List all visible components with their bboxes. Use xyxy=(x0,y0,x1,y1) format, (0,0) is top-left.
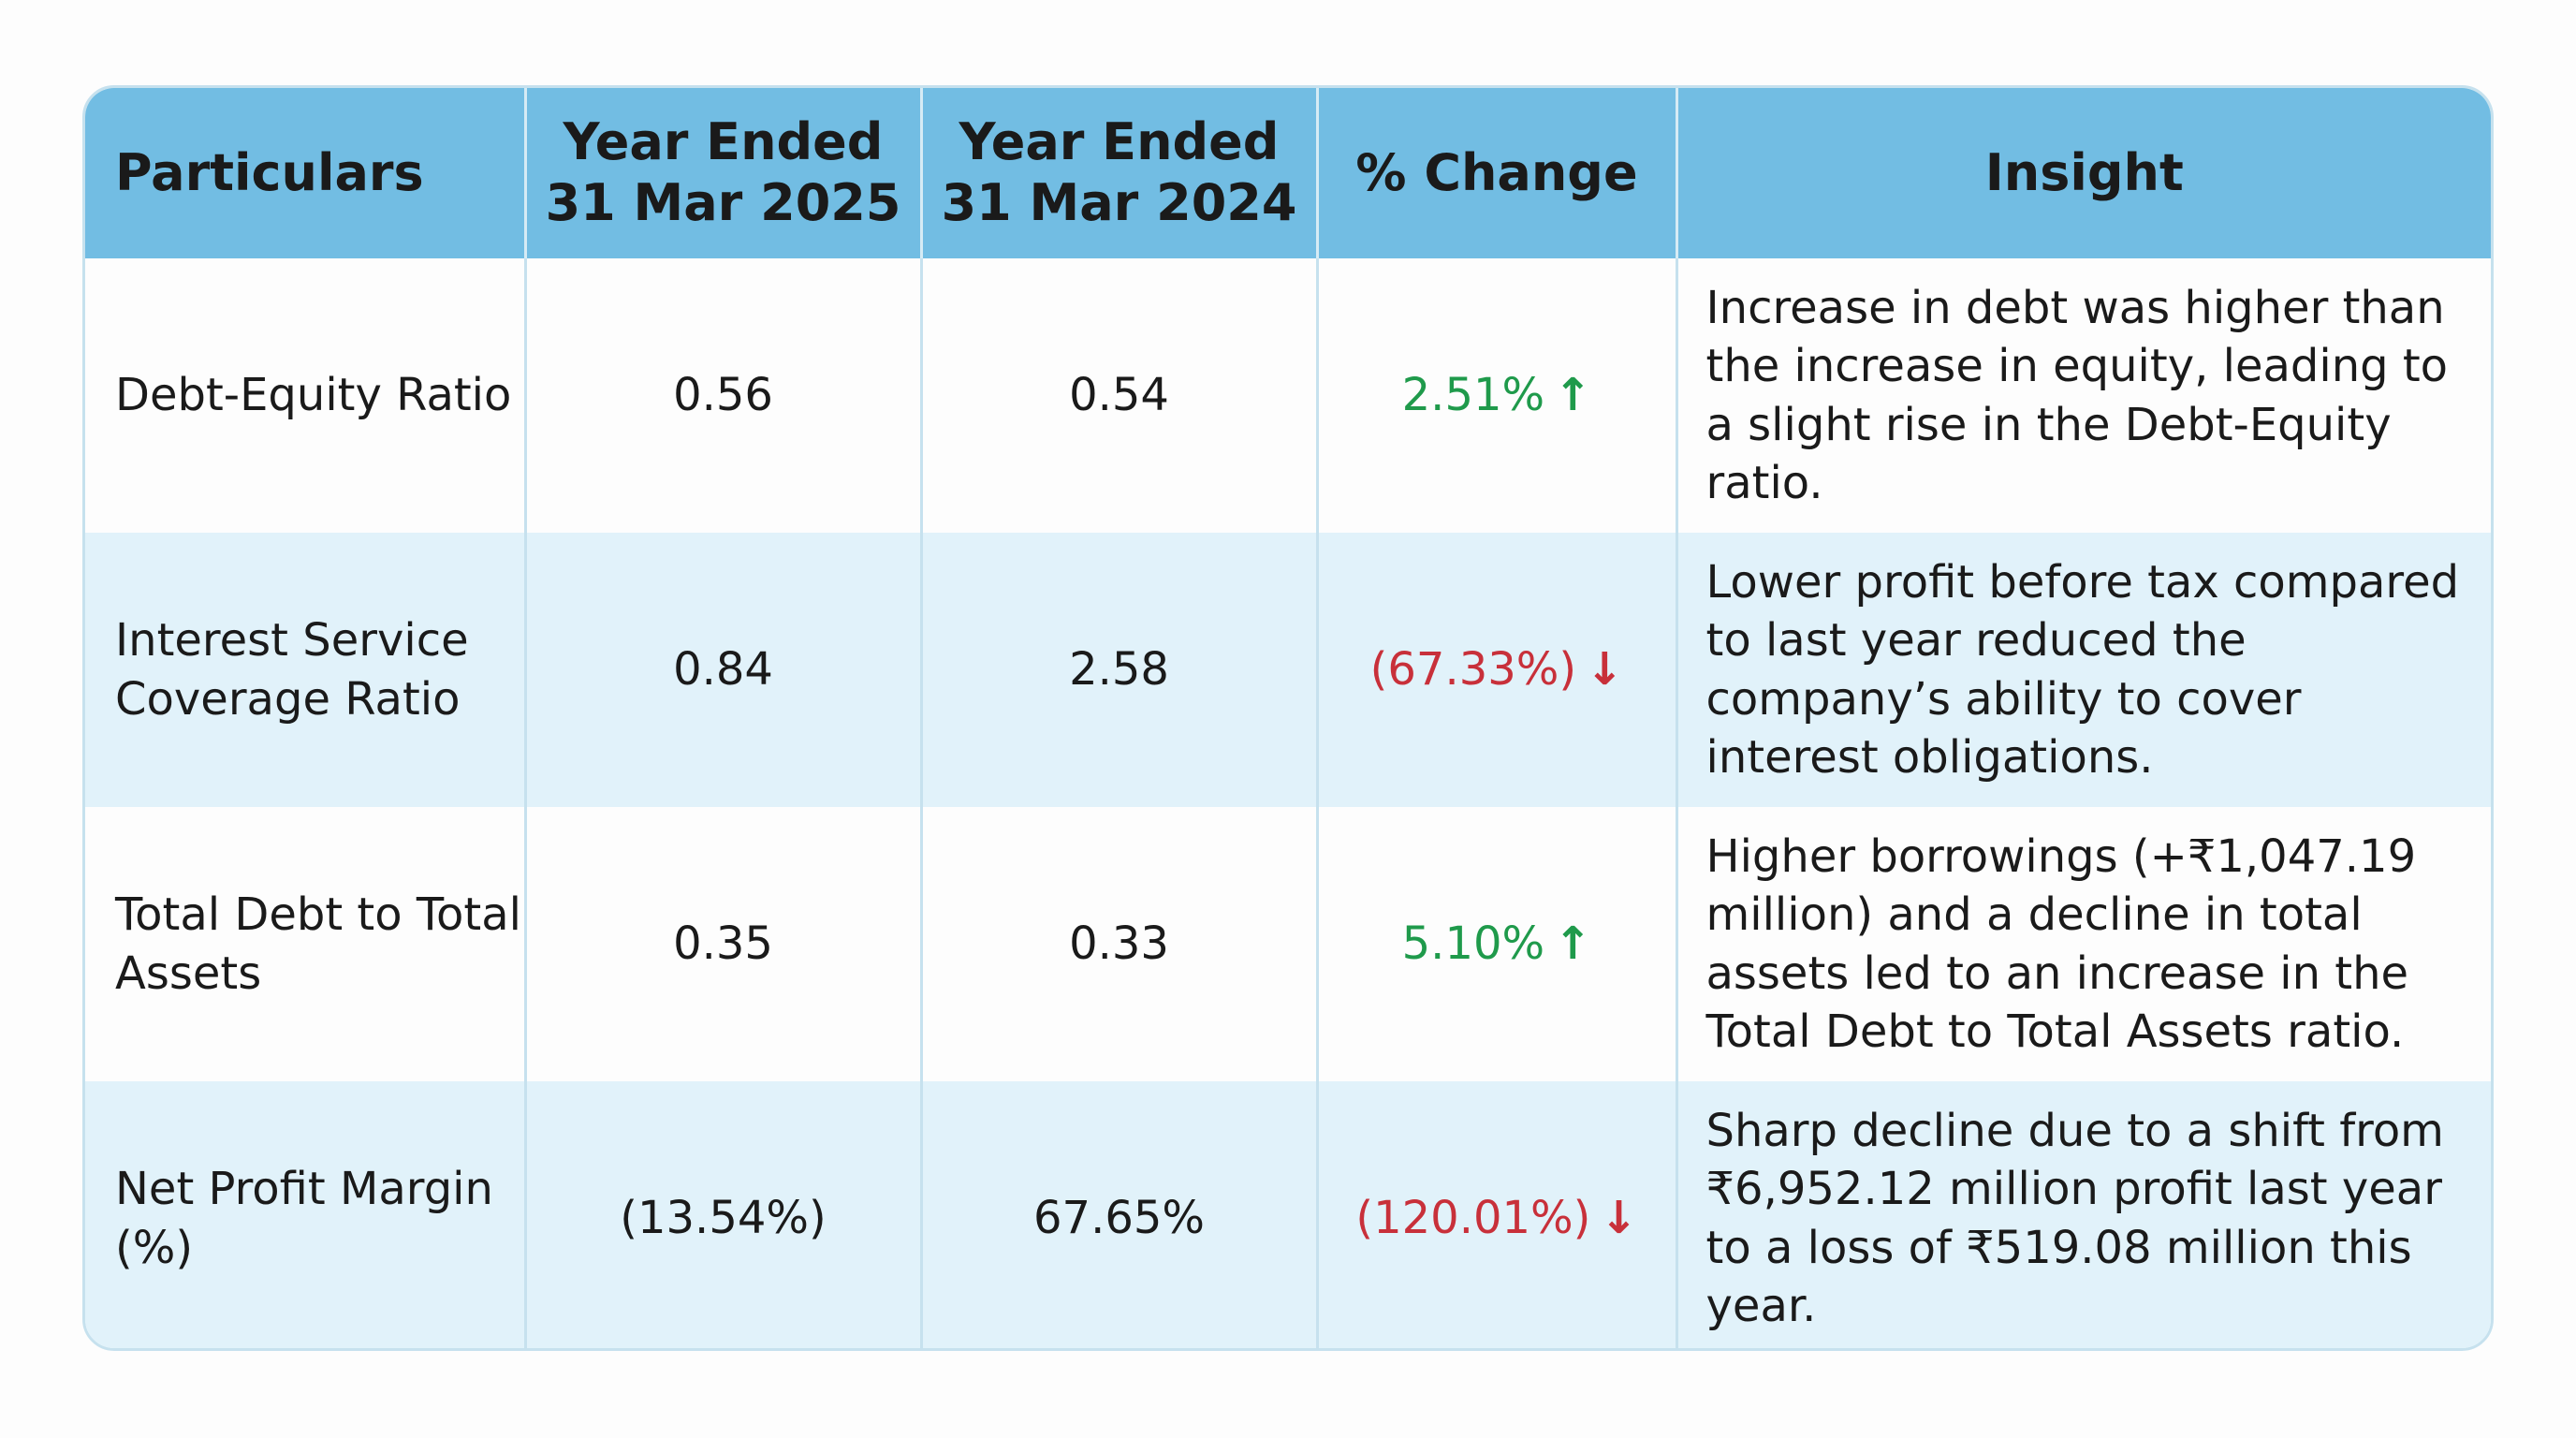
insight-cell: Higher borrowings (+₹1,047.19 million) a… xyxy=(1675,807,2491,1081)
table-row: Total Debt to Total Assets 0.35 0.33 5.10% ↑… xyxy=(85,807,2491,1081)
value-cell: 0.84 xyxy=(523,533,921,807)
header-cell: % Change xyxy=(1315,88,1676,258)
value-cell: 0.54 xyxy=(919,258,1317,533)
table-body: Debt-Equity Ratio 0.56 0.54 2.51% ↑ Increase … xyxy=(85,258,2491,1348)
header-cell: Insight xyxy=(1675,88,2491,258)
value-cell: 0.56 xyxy=(523,258,921,533)
insight-cell: Increase in debt was higher than the inc… xyxy=(1675,258,2491,533)
change-cell: 5.10% ↑ xyxy=(1315,807,1676,1081)
value-cell: 67.65% xyxy=(919,1081,1317,1348)
change-cell: 2.51% ↑ xyxy=(1315,258,1676,533)
particular-cell: Total Debt to Total Assets xyxy=(115,888,521,1000)
particular-cell: Debt-Equity Ratio xyxy=(115,369,512,422)
value-cell: 0.33 xyxy=(919,807,1317,1081)
change-cell: (67.33%) ↓ xyxy=(1315,533,1676,807)
particular-cell: Net Profit Margin (%) xyxy=(85,1081,525,1348)
table-row: Debt-Equity Ratio 0.56 0.54 2.51% ↑ Increase … xyxy=(85,258,2491,533)
value-cell: (13.54%) xyxy=(523,1081,921,1348)
change-arrow: ↓ xyxy=(1586,643,1624,697)
header-cell: Particulars xyxy=(85,88,525,258)
change-text: (67.33%) xyxy=(1369,643,1577,697)
header-cell: Year Ended 31 Mar 2025 xyxy=(523,88,921,258)
table-container: Particulars Year Ended 31 Mar 2025 Year En… xyxy=(82,85,2494,1351)
table-row: Interest Service Coverage Ratio 0.84 2.58(… xyxy=(85,533,2491,807)
insight-cell: Sharp decline due to a shift from ₹6,952… xyxy=(1675,1081,2491,1348)
header-cell: Year Ended 31 Mar 2024 xyxy=(919,88,1317,258)
change-text: (120.01%) xyxy=(1355,1192,1591,1245)
ratio-table: Particulars Year Ended 31 Mar 2025 Year En… xyxy=(85,88,2491,1348)
change-text: 5.10% xyxy=(1401,917,1545,971)
change-arrow: ↓ xyxy=(1600,1192,1638,1245)
value-cell: 2.58 xyxy=(919,533,1317,807)
header-row: Particulars Year Ended 31 Mar 2025 Year En… xyxy=(85,88,2491,258)
change-arrow: ↑ xyxy=(1554,369,1592,422)
insight-cell: Lower profit before tax compared to last… xyxy=(1675,533,2491,807)
change-text: 2.51% xyxy=(1401,369,1545,422)
change-cell: (120.01%) ↓ xyxy=(1315,1081,1676,1348)
table-row: Net Profit Margin (%) (13.54%) 67.65% (120.… xyxy=(85,1081,2491,1348)
change-arrow: ↑ xyxy=(1554,917,1592,971)
particular-cell: Interest Service Coverage Ratio xyxy=(85,533,525,807)
value-cell: 0.35 xyxy=(523,807,921,1081)
